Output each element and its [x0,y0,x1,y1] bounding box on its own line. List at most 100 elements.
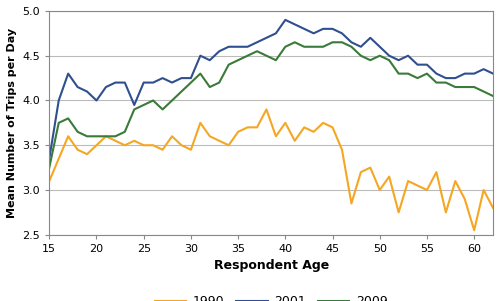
2009 [273,58,279,62]
2001 [150,81,156,84]
2009 [320,45,326,48]
2001 [301,27,307,31]
2009 [396,72,402,76]
2001 [424,63,430,67]
Y-axis label: Mean Number of Trips per Day: Mean Number of Trips per Day [7,28,17,218]
2001 [46,157,52,160]
Line: 2001: 2001 [50,20,493,159]
2009 [46,166,52,169]
1990 [216,139,222,143]
2009 [339,40,345,44]
2009 [150,99,156,102]
2009 [140,103,146,107]
2009 [74,130,80,134]
1990 [443,211,449,214]
1990 [178,144,184,147]
2001 [452,76,458,80]
2009 [414,76,420,80]
1990 [330,126,336,129]
2009 [368,58,374,62]
2001 [264,36,270,40]
1990 [150,144,156,147]
2001 [339,32,345,35]
1990 [198,121,203,125]
2009 [216,81,222,84]
1990 [452,179,458,183]
2001 [254,40,260,44]
2009 [178,90,184,93]
1990 [264,108,270,111]
2001 [368,36,374,40]
1990 [301,126,307,129]
2001 [330,27,336,31]
2009 [386,58,392,62]
2009 [434,81,440,84]
1990 [244,126,250,129]
1990 [140,144,146,147]
2001 [207,58,213,62]
2001 [358,45,364,48]
1990 [396,211,402,214]
2001 [132,103,138,107]
2009 [443,81,449,84]
1990 [273,135,279,138]
1990 [480,188,486,192]
2009 [160,108,166,111]
1990 [339,148,345,151]
2001 [169,81,175,84]
2001 [198,54,203,57]
1990 [103,135,109,138]
1990 [471,228,477,232]
2001 [405,54,411,57]
1990 [368,166,374,169]
2009 [471,85,477,89]
2001 [348,40,354,44]
2001 [235,45,241,48]
2009 [56,121,62,125]
1990 [254,126,260,129]
1990 [462,197,468,201]
2009 [264,54,270,57]
1990 [292,139,298,143]
2009 [226,63,232,67]
2001 [462,72,468,76]
2009 [198,72,203,76]
2001 [84,90,90,93]
1990 [46,179,52,183]
2001 [282,18,288,22]
2001 [140,81,146,84]
2009 [377,54,383,57]
2009 [490,94,496,98]
2009 [254,49,260,53]
2009 [310,45,316,48]
2009 [358,54,364,57]
1990 [56,157,62,160]
2001 [377,45,383,48]
2009 [282,45,288,48]
2001 [244,45,250,48]
2001 [65,72,71,76]
2009 [207,85,213,89]
2009 [103,135,109,138]
2001 [471,72,477,76]
2009 [292,40,298,44]
2009 [462,85,468,89]
2001 [188,76,194,80]
2009 [188,81,194,84]
2001 [216,49,222,53]
2009 [301,45,307,48]
1990 [169,135,175,138]
1990 [320,121,326,125]
1990 [74,148,80,151]
1990 [414,184,420,187]
2001 [434,72,440,76]
2009 [348,45,354,48]
1990 [84,152,90,156]
1990 [132,139,138,143]
2001 [56,99,62,102]
1990 [405,179,411,183]
2009 [244,54,250,57]
2001 [273,32,279,35]
X-axis label: Respondent Age: Respondent Age [214,259,329,272]
2001 [74,85,80,89]
